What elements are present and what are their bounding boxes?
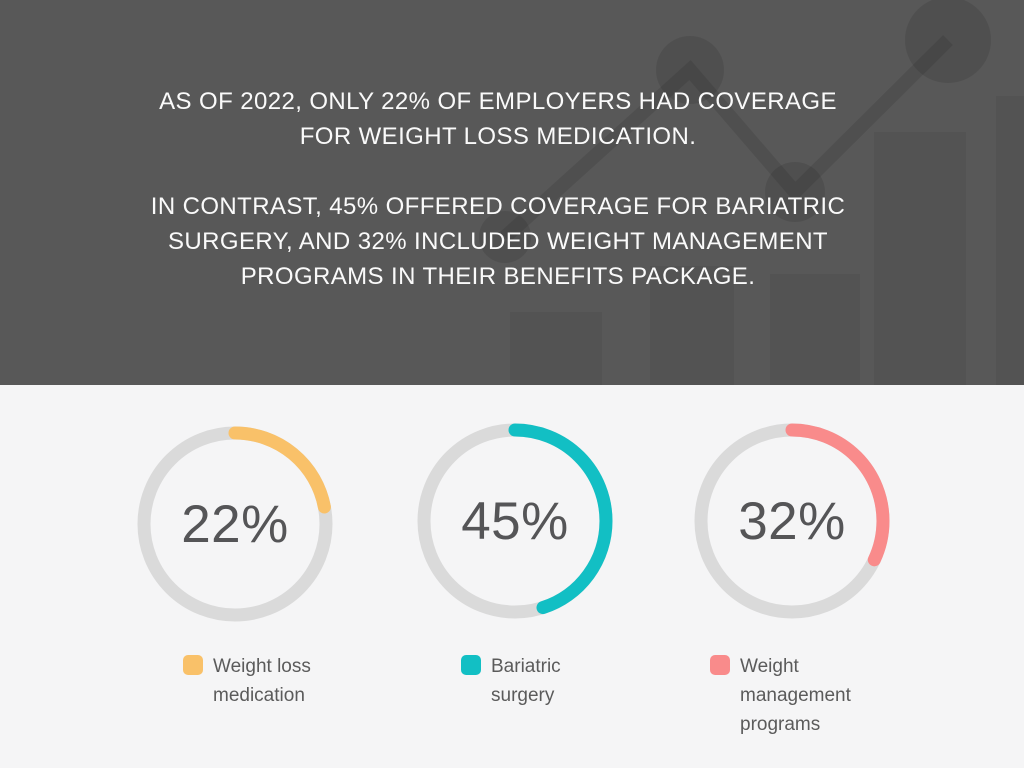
donut-ring xyxy=(417,423,613,619)
legend-label: Weight loss medication xyxy=(213,656,311,706)
growth-chart-watermark-icon xyxy=(0,0,1024,385)
headline-statistics: AS OF 2022, ONLY 22% OF EMPLOYERS HAD CO… xyxy=(138,84,858,294)
percent-value: 45% xyxy=(461,491,569,551)
donut-chart-weight-management-programs: 32% xyxy=(694,423,890,619)
legend-weight-loss-medication: Weight loss medication xyxy=(183,652,341,710)
donut-chart-weight-loss-medication: 22% xyxy=(137,426,333,622)
donut-ring xyxy=(694,423,890,619)
headline-paragraph-2: IN CONTRAST, 45% OFFERED COVERAGE FOR BA… xyxy=(150,193,846,290)
donut-ring xyxy=(137,426,333,622)
percent-value: 22% xyxy=(181,494,289,554)
legend-bariatric-surgery: Bariatric surgery xyxy=(461,652,619,710)
legend-swatch xyxy=(183,655,203,675)
legend-weight-management-programs: Weight management programs xyxy=(710,652,868,739)
percent-value: 32% xyxy=(738,491,846,551)
donut-chart-bariatric-surgery: 45% xyxy=(417,423,613,619)
legend-label: Bariatric surgery xyxy=(491,656,561,706)
headline-paragraph-1: AS OF 2022, ONLY 22% OF EMPLOYERS HAD CO… xyxy=(159,88,837,150)
header-banner: AS OF 2022, ONLY 22% OF EMPLOYERS HAD CO… xyxy=(0,0,1024,385)
legend-label: Weight management programs xyxy=(740,656,851,735)
legend-swatch xyxy=(461,655,481,675)
legend-swatch xyxy=(710,655,730,675)
